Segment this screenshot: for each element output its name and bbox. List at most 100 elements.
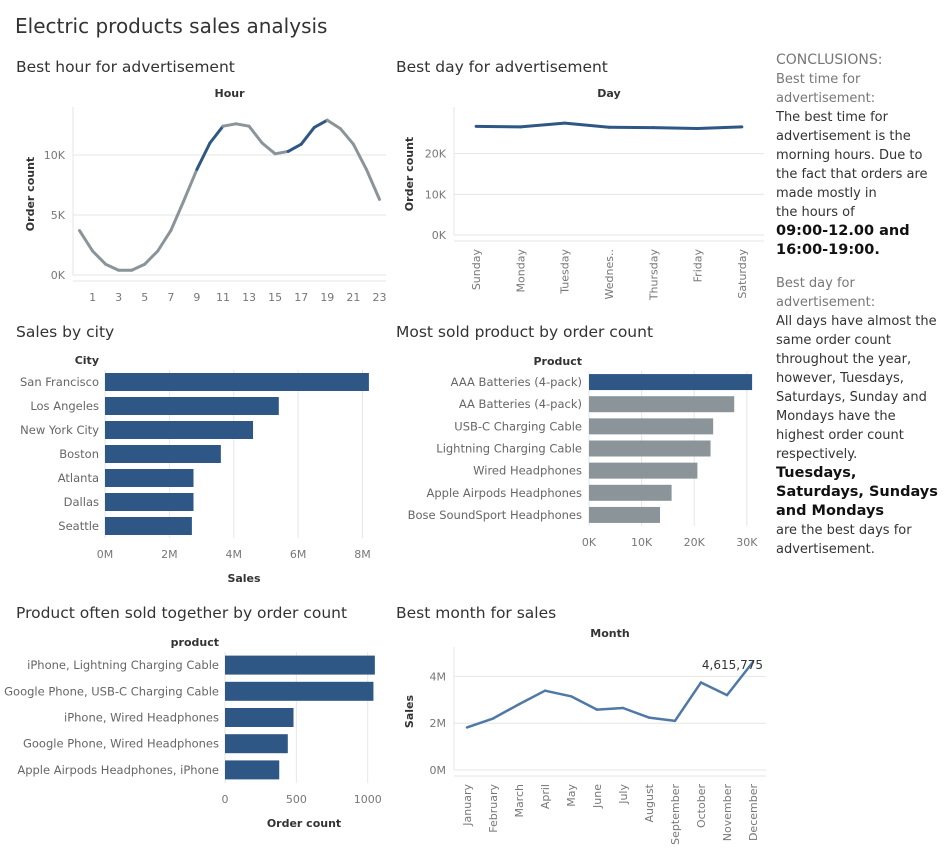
day-line-segment <box>518 121 567 129</box>
hour-line-segment <box>169 199 186 233</box>
city-bar <box>105 517 192 535</box>
city-category-label: Atlanta <box>58 471 99 485</box>
month-line-segment <box>699 681 729 697</box>
together-bar <box>225 681 374 701</box>
city-category-label: Dallas <box>64 495 99 509</box>
city-bar <box>105 469 194 487</box>
month-xtick-label: June <box>591 784 604 809</box>
month-line-segment <box>465 717 495 729</box>
hour-xtick-label: 3 <box>115 291 122 304</box>
month-line-segment <box>673 681 703 723</box>
hour-line-segment <box>351 142 368 171</box>
hour-line-segment <box>143 249 160 266</box>
hour-line-segment <box>182 167 199 203</box>
together-category-header: product <box>171 636 219 649</box>
month-xtick-label: May <box>565 784 578 807</box>
day-xtick-label: Monday <box>514 249 527 293</box>
hour-line-segment <box>247 124 264 145</box>
product-category-label: Bose SoundSport Headphones <box>408 508 582 522</box>
month-ytick-label: 4M <box>430 670 447 683</box>
together-category-label: Google Phone, Wired Headphones <box>23 737 219 751</box>
city-category-header: City <box>75 354 99 367</box>
product-bar <box>589 418 714 435</box>
hour-ytick-label: 5K <box>51 209 66 222</box>
hour-line-segment <box>156 229 173 253</box>
hour-xtick-label: 7 <box>167 291 174 304</box>
product-category-label: Lightning Charging Cable <box>436 442 582 456</box>
time-label: Best time for advertisement: <box>776 72 876 106</box>
day-ytick-label: 10K <box>425 188 447 201</box>
product-category-header: Product <box>533 355 582 368</box>
day-ytick-label: 20K <box>425 148 447 161</box>
panel-title-hour: Best hour for advertisement <box>16 58 235 76</box>
day-label: Best day for advertisement: <box>776 276 876 310</box>
month-xtick-label: March <box>513 784 526 818</box>
city-category-label: Los Angeles <box>30 399 99 413</box>
together-xtick-label: 1000 <box>354 793 382 806</box>
hour-xtick-label: 1 <box>89 291 96 304</box>
day-line-segment <box>651 126 700 130</box>
hour-line-segment <box>130 262 147 272</box>
month-line-segment <box>543 689 573 698</box>
panel-title-month: Best month for sales <box>396 604 557 622</box>
month-xtick-label: August <box>643 783 656 822</box>
hour-xtick-label: 23 <box>372 291 386 304</box>
product-xtick-label: 30K <box>736 536 758 549</box>
month-xtick-label: July <box>617 784 630 805</box>
together-x-axis-label: Order count <box>267 817 341 830</box>
hour-line-segment <box>286 142 303 153</box>
city-xtick-label: 2M <box>161 548 178 561</box>
city-xtick-label: 8M <box>354 548 371 561</box>
together-bar <box>225 655 375 675</box>
day-xtick-label: Friday <box>692 249 705 283</box>
day-line-segment <box>696 125 744 130</box>
product-bar <box>589 484 672 501</box>
product-xtick-label: 10K <box>631 536 653 549</box>
together-bar <box>225 734 288 754</box>
hour-xtick-label: 5 <box>141 291 148 304</box>
day-xtick-label: Sunday <box>470 249 483 291</box>
hour-line-segment <box>221 122 238 128</box>
hour-line-segment <box>312 118 329 129</box>
hour-xtick-label: 13 <box>242 291 256 304</box>
panel-title-day: Best day for advertisement <box>396 58 608 76</box>
product-category-label: USB-C Charging Cable <box>454 419 582 433</box>
city-xtick-label: 6M <box>290 548 307 561</box>
product-category-label: Wired Headphones <box>473 464 582 478</box>
city-bar <box>105 397 279 415</box>
month-ytick-label: 2M <box>430 717 447 730</box>
hour-xtick-label: 19 <box>320 291 334 304</box>
product-bar <box>589 396 735 413</box>
month-line-segment <box>595 706 625 711</box>
hour-y-axis-label: Order count <box>24 157 37 231</box>
day-xtick-label: Saturday <box>736 249 749 299</box>
month-xtick-label: October <box>695 784 708 828</box>
hour-line-segment <box>195 141 212 171</box>
city-bar <box>105 373 369 391</box>
day-xtick-label: Tuesday <box>559 249 572 295</box>
product-bar <box>589 506 661 523</box>
panel-title-product: Most sold product by order count <box>396 323 654 341</box>
city-x-axis-label: Sales <box>227 572 261 585</box>
city-category-label: Boston <box>59 447 99 461</box>
panel-title-together: Product often sold together by order cou… <box>16 604 348 622</box>
together-xtick-label: 0 <box>222 793 229 806</box>
month-xtick-label: September <box>669 784 682 845</box>
product-category-label: AAA Batteries (4-pack) <box>451 375 582 389</box>
month-xtick-label: February <box>487 784 500 833</box>
day-axis-title: Day <box>597 87 620 100</box>
hour-xtick-label: 15 <box>268 291 282 304</box>
hour-line-segment <box>260 141 277 156</box>
product-category-label: Apple Airpods Headphones <box>426 486 582 500</box>
product-bar <box>589 440 711 457</box>
month-line-segment <box>569 695 599 711</box>
day-text: All days have almost the same order coun… <box>776 314 937 462</box>
city-bar <box>105 421 254 439</box>
month-xtick-label: December <box>747 784 760 842</box>
product-bar <box>589 462 698 479</box>
hour-line-segment <box>104 262 121 272</box>
hour-line-segment <box>208 124 225 145</box>
city-bar <box>105 493 194 511</box>
together-xtick-label: 500 <box>286 793 307 806</box>
day-line-segment <box>563 121 611 129</box>
